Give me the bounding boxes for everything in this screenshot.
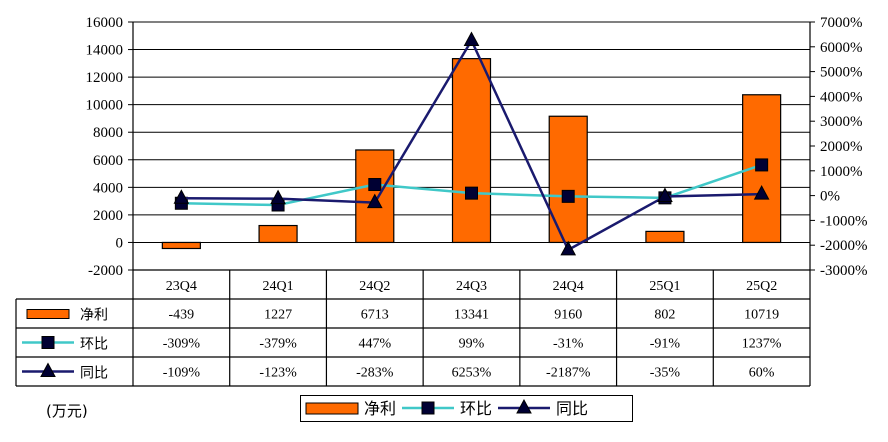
- table-cell: 13341: [454, 308, 489, 323]
- y-right-tick-label: -2000%: [820, 238, 868, 254]
- row-label: 同比: [80, 366, 108, 382]
- y-left-tick-label: 16000: [86, 15, 124, 31]
- point-同比-24Q1: [270, 189, 286, 205]
- row-key-marker: [41, 336, 55, 349]
- bar-24Q3: [451, 58, 492, 244]
- x-tick-label: 24Q4: [553, 279, 584, 294]
- x-tick-label: 24Q3: [456, 279, 487, 294]
- point-同比-23Q4: [173, 189, 190, 204]
- legend: [300, 395, 633, 422]
- table-cell: 1237%: [742, 337, 782, 352]
- point-环比-24Q2: [368, 178, 382, 192]
- unit-label: (万元): [46, 402, 88, 420]
- table-cell: 802: [654, 308, 675, 323]
- x-tick-label: 24Q2: [359, 279, 390, 294]
- bar-24Q1: [258, 224, 298, 244]
- table-cell: 99%: [459, 337, 485, 352]
- legend-marker: [516, 398, 532, 414]
- table-cell: 447%: [358, 337, 391, 352]
- bar-23Q4: [161, 241, 201, 250]
- table-cell: 6253%: [452, 366, 492, 381]
- legend-label: 环比: [460, 400, 492, 418]
- y-left-tick-label: 10000: [86, 98, 124, 114]
- point-同比-25Q1: [657, 187, 673, 202]
- legend-label: 净利: [364, 400, 396, 418]
- table-cell: -439: [169, 308, 195, 323]
- table-cell: -379%: [259, 337, 297, 352]
- y-right-tick-label: 6000%: [820, 40, 863, 56]
- table-cell: -123%: [259, 366, 297, 381]
- y-right-tick-label: 3000%: [820, 114, 863, 130]
- point-环比-25Q2: [755, 158, 769, 172]
- y-left-tick-label: 14000: [86, 43, 124, 59]
- table-cell: -31%: [553, 337, 584, 352]
- y-left-tick-label: 12000: [86, 70, 124, 86]
- x-tick-label: 24Q1: [263, 279, 294, 294]
- point-环比-24Q3: [465, 186, 478, 200]
- y-left-tick-label: 4000: [93, 180, 123, 196]
- table-cell: 1227: [264, 308, 292, 323]
- x-tick-label: 23Q4: [166, 279, 197, 294]
- y-right-tick-label: 7000%: [820, 15, 863, 31]
- row-key-marker: [40, 362, 56, 377]
- table-cell: -35%: [650, 366, 681, 381]
- y-left-tick-label: 6000: [93, 153, 123, 169]
- point-同比-24Q4: [560, 240, 577, 256]
- y-left-tick-label: 0: [116, 235, 124, 251]
- row-label: 净利: [80, 308, 108, 324]
- legend-marker: [421, 401, 435, 415]
- table-cell: 9160: [554, 308, 582, 323]
- y-left-tick-label: -2000: [88, 263, 123, 279]
- table-cell: 10719: [744, 308, 779, 323]
- row-label: 环比: [80, 337, 108, 353]
- table-cell: -91%: [650, 337, 681, 352]
- point-环比-24Q4: [561, 189, 575, 203]
- table-cell: 6713: [361, 308, 389, 323]
- table-cell: -283%: [356, 366, 394, 381]
- y-right-tick-label: 4000%: [820, 89, 863, 105]
- x-tick-label: 25Q2: [746, 279, 777, 294]
- point-同比-24Q3: [463, 31, 480, 47]
- y-right-tick-label: 0%: [820, 189, 840, 205]
- y-left-tick-label: 2000: [93, 208, 123, 224]
- y-right-tick-label: 1000%: [820, 164, 863, 180]
- row-key-bar: [26, 309, 70, 319]
- bar-25Q1: [645, 230, 685, 244]
- legend-swatch-bar: [305, 402, 359, 415]
- table-cell: -109%: [163, 366, 201, 381]
- point-同比-25Q2: [753, 185, 770, 200]
- table-cell: 60%: [749, 366, 775, 381]
- y-right-tick-label: 5000%: [820, 65, 863, 81]
- y-left-tick-label: 8000: [93, 125, 123, 141]
- point-同比-24Q2: [366, 193, 383, 209]
- x-tick-label: 25Q1: [649, 279, 680, 294]
- table-cell: -2187%: [546, 366, 591, 381]
- table-cell: -309%: [163, 337, 201, 352]
- y-right-tick-label: -1000%: [820, 213, 868, 229]
- y-right-tick-label: 2000%: [820, 139, 863, 155]
- legend-label: 同比: [556, 400, 588, 418]
- y-right-tick-label: -3000%: [820, 263, 868, 279]
